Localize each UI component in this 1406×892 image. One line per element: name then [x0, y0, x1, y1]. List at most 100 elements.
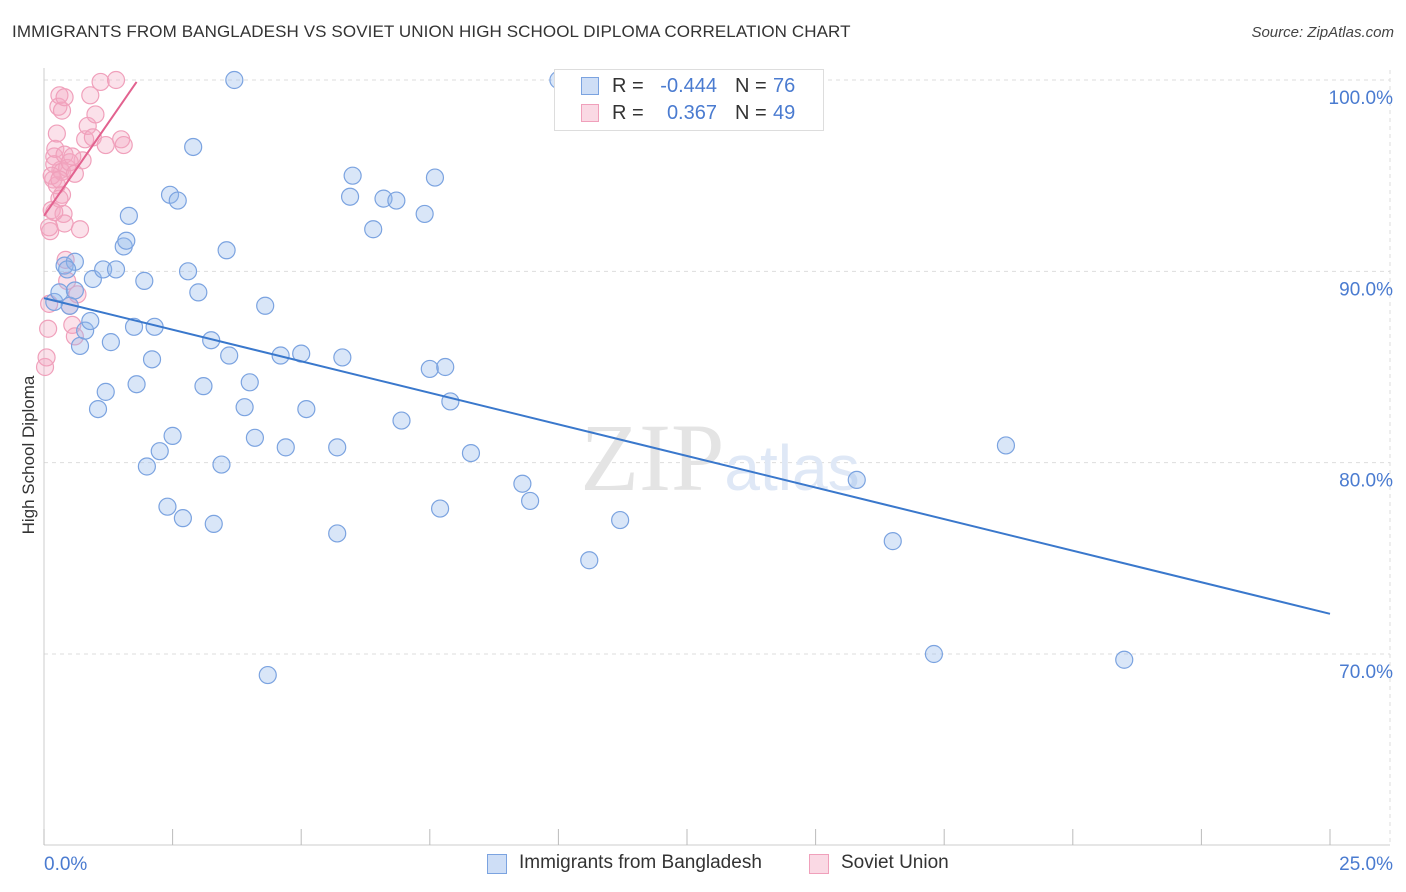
- soviet-union-point: [65, 327, 84, 346]
- x-tick-label: 25.0%: [1339, 854, 1393, 875]
- bangladesh-point: [65, 252, 84, 271]
- bangladesh-point: [142, 350, 162, 369]
- bangladesh-point: [94, 260, 113, 279]
- soviet-union-point: [96, 135, 115, 155]
- bangladesh-point: [173, 509, 192, 528]
- bangladesh-point: [117, 231, 136, 250]
- soviet-union-trend-line: [43, 81, 138, 217]
- bangladesh-point: [328, 524, 347, 543]
- soviet-union-point: [70, 220, 90, 239]
- bangladesh-point: [430, 499, 450, 518]
- bottom-legend-swatch-blue: [487, 854, 507, 874]
- bangladesh-point: [436, 357, 455, 377]
- bangladesh-point: [168, 191, 187, 210]
- soviet-union-point: [37, 348, 56, 367]
- soviet-union-point: [91, 72, 110, 92]
- y-tick-label: 100.0%: [1329, 88, 1394, 109]
- bangladesh-point: [189, 283, 208, 302]
- chart-title: IMMIGRANTS FROM BANGLADESH VS SOVIET UNI…: [12, 22, 851, 41]
- bangladesh-point: [924, 644, 944, 664]
- bangladesh-point: [101, 333, 120, 352]
- legend-r-label: R =: [612, 102, 644, 124]
- trend-lines: [43, 81, 1331, 615]
- bangladesh-point: [135, 271, 154, 290]
- bangladesh-point: [580, 551, 599, 570]
- bangladesh-point: [392, 411, 411, 430]
- bangladesh-point: [258, 665, 277, 685]
- bangladesh-point: [996, 436, 1016, 455]
- bangladesh-point: [202, 331, 221, 350]
- soviet-union-point: [45, 202, 64, 222]
- bangladesh-point: [513, 474, 532, 493]
- soviet-union-point: [52, 101, 72, 120]
- soviet-union-points: [35, 70, 133, 377]
- soviet-union-point: [86, 105, 105, 124]
- bangladesh-point: [297, 399, 316, 419]
- x-tick-label: 0.0%: [44, 854, 87, 875]
- legend-n-value: 76: [773, 75, 796, 97]
- y-axis-label: High School Diploma: [19, 375, 38, 534]
- bangladesh-point: [96, 382, 115, 401]
- tick-labels: 100.0% 90.0% 80.0% 70.0% 0.0% 25.0%: [44, 88, 1393, 875]
- bangladesh-trend-line: [43, 297, 1331, 615]
- soviet-union-point: [81, 86, 100, 105]
- soviet-union-point: [55, 88, 74, 107]
- bangladesh-point: [847, 470, 866, 489]
- bangladesh-points: [45, 70, 1134, 685]
- bangladesh-point: [76, 321, 95, 340]
- bangladesh-point: [220, 346, 239, 365]
- bangladesh-point: [106, 260, 126, 279]
- bangladesh-point: [611, 510, 630, 530]
- soviet-union-point: [47, 124, 66, 143]
- bangladesh-point: [127, 375, 146, 394]
- bangladesh-point: [340, 187, 360, 206]
- correlation-legend: R = -0.444 N = 76 R = 0.367 N = 49: [554, 69, 824, 131]
- bangladesh-point: [256, 296, 275, 315]
- bangladesh-point: [276, 438, 295, 457]
- legend-swatch-blue: [581, 77, 599, 95]
- bangladesh-point: [50, 283, 69, 302]
- bangladesh-point: [883, 532, 902, 551]
- watermark: ZIPatlas: [580, 404, 859, 511]
- bangladesh-point: [150, 442, 169, 461]
- bangladesh-point: [333, 348, 352, 367]
- source-credit: Source: ZipAtlas.com: [1251, 24, 1394, 41]
- legend-n-label: N =: [735, 75, 767, 97]
- watermark-zip: ZIP: [580, 404, 724, 511]
- legend-r-value: 0.367: [666, 102, 717, 124]
- soviet-union-point: [35, 357, 55, 377]
- bangladesh-point: [521, 491, 540, 511]
- bangladesh-point: [343, 166, 362, 185]
- bangladesh-point: [88, 399, 108, 419]
- legend-n-label: N =: [735, 102, 767, 124]
- bangladesh-point: [364, 220, 383, 239]
- bangladesh-point: [163, 426, 182, 445]
- y-tick-label: 80.0%: [1339, 471, 1393, 492]
- bangladesh-point: [387, 191, 406, 210]
- legend-swatch-pink: [581, 104, 599, 122]
- bangladesh-point: [240, 373, 259, 392]
- bottom-legend-label: Immigrants from Bangladesh: [519, 852, 762, 873]
- bangladesh-point: [217, 241, 236, 260]
- bottom-legend-label: Soviet Union: [841, 852, 949, 873]
- soviet-union-point: [50, 189, 69, 208]
- soviet-union-point: [114, 135, 133, 155]
- bangladesh-point: [235, 398, 254, 417]
- y-tick-label: 70.0%: [1339, 662, 1393, 683]
- soviet-union-point: [63, 147, 82, 166]
- bangladesh-point: [124, 317, 144, 336]
- bangladesh-point: [225, 70, 244, 90]
- bangladesh-point: [70, 336, 90, 356]
- bangladesh-point: [81, 311, 100, 331]
- bangladesh-point: [119, 206, 138, 225]
- legend-r-value: -0.444: [660, 75, 717, 97]
- bangladesh-point: [328, 438, 347, 457]
- bangladesh-point: [178, 262, 198, 281]
- bangladesh-point: [415, 204, 434, 224]
- soviet-union-point: [106, 70, 126, 90]
- bangladesh-point: [65, 281, 84, 300]
- soviet-union-point: [40, 218, 59, 237]
- axes: [43, 68, 1390, 846]
- bangladesh-point: [58, 260, 77, 279]
- bangladesh-point: [137, 457, 156, 476]
